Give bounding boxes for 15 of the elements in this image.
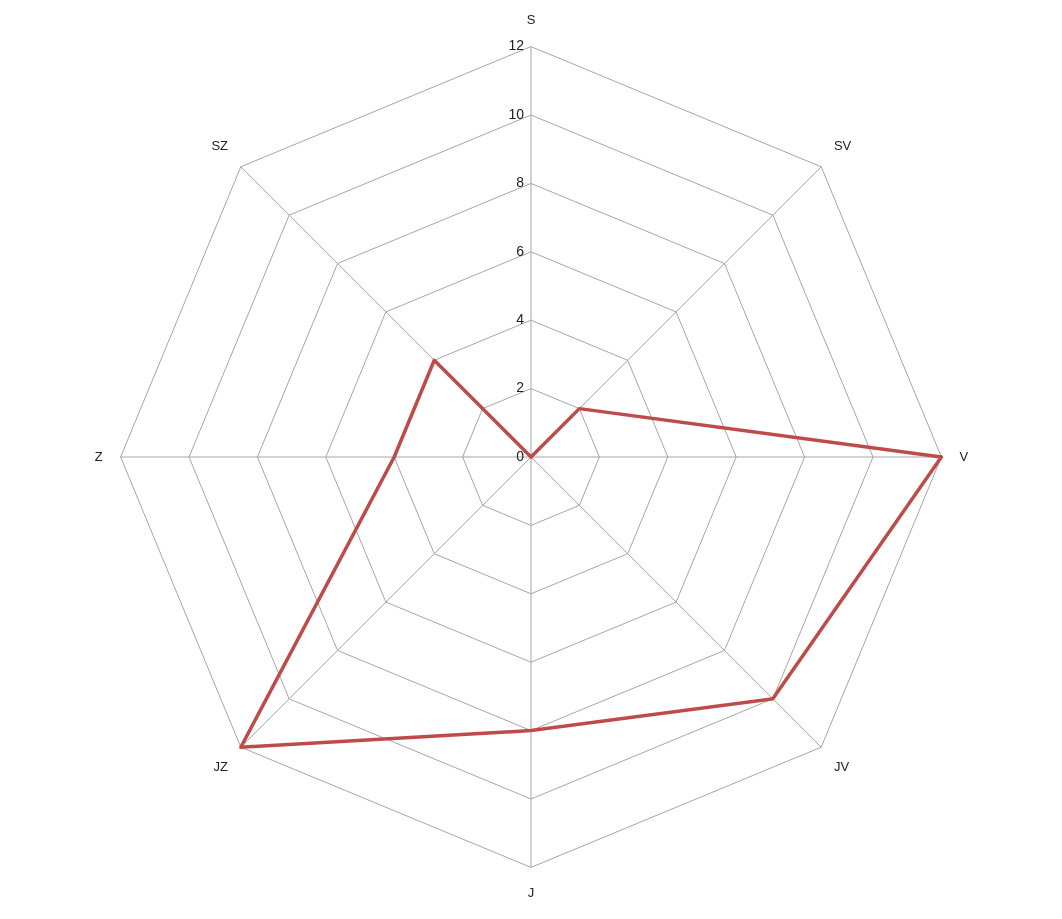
y-tick-label: 12 xyxy=(508,37,525,54)
y-tick-label: 0 xyxy=(516,447,525,464)
spoke-label: JV xyxy=(833,759,850,775)
y-tick-label: 2 xyxy=(516,379,525,396)
y-tick-label: 6 xyxy=(516,242,525,259)
y-tick-label: 10 xyxy=(508,105,525,122)
spoke-label: SV xyxy=(833,137,852,153)
spoke-label: V xyxy=(959,448,969,464)
spoke-label: J xyxy=(527,884,535,900)
spoke-label: S xyxy=(526,12,536,28)
y-tick-label: 8 xyxy=(516,174,525,191)
spoke-label: Z xyxy=(94,448,103,464)
spoke-label: JZ xyxy=(213,759,229,775)
y-tick-label: 4 xyxy=(516,311,525,328)
spoke-label: SZ xyxy=(211,137,229,153)
